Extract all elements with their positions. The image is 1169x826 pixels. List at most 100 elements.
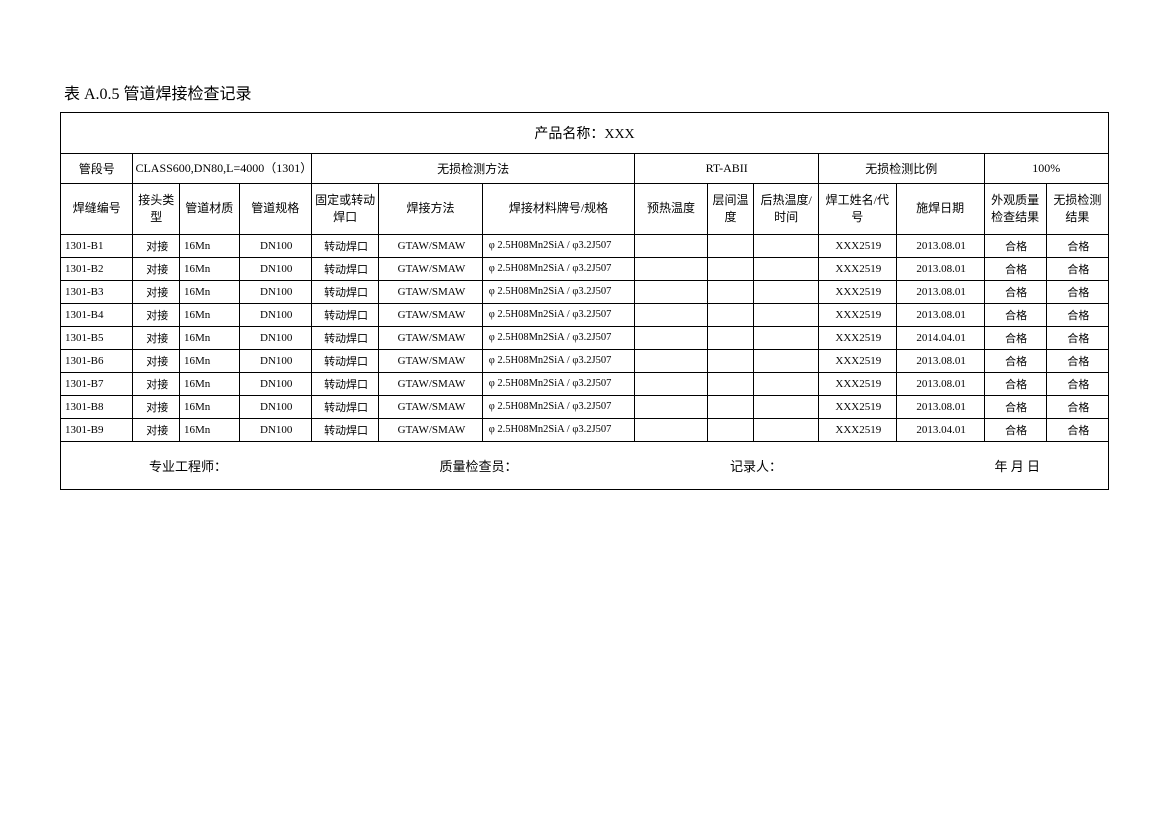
cell-mat: 16Mn [180,395,240,418]
hdr-ndt-method-label: 无损检测方法 [311,154,634,184]
table-row: 1301-B8对接16MnDN100转动焊口GTAW/SMAWφ 2.5H08M… [61,395,1109,418]
cell-method: GTAW/SMAW [379,280,482,303]
cell-method: GTAW/SMAW [379,372,482,395]
cell-mat: 16Mn [180,257,240,280]
footer-date: 年 月 日 [994,456,1040,475]
cell-post [754,326,819,349]
cell-spec: DN100 [239,303,311,326]
col-weld-mat-spec: 焊接材料牌号/规格 [482,184,635,235]
cell-welder: XXX2519 [819,349,897,372]
cell-spec: DN100 [239,395,311,418]
header2-row: 焊缝编号 接头类型 管道材质 管道规格 固定或转动焊口 焊接方法 焊接材料牌号/… [61,184,1109,235]
hdr-ndt-method-value: RT-ABII [635,154,819,184]
hdr-ndt-ratio-value: 100% [984,154,1108,184]
cell-weld-no: 1301-B5 [61,326,133,349]
footer-inspector: 质量检查员： [439,456,517,475]
cell-method: GTAW/SMAW [379,234,482,257]
cell-weld-no: 1301-B6 [61,349,133,372]
cell-vis: 合格 [984,372,1046,395]
cell-method: GTAW/SMAW [379,349,482,372]
col-pipe-mat: 管道材质 [180,184,240,235]
cell-res: 合格 [1046,418,1108,441]
cell-preheat [635,234,707,257]
cell-preheat [635,303,707,326]
col-fix-or-turn: 固定或转动焊口 [311,184,378,235]
cell-joint: 对接 [133,280,180,303]
cell-date: 2014.04.01 [896,326,984,349]
cell-post [754,395,819,418]
cell-inter [707,257,754,280]
cell-joint: 对接 [133,372,180,395]
cell-mat: 16Mn [180,349,240,372]
col-interpass: 层间温度 [707,184,754,235]
cell-welder: XXX2519 [819,395,897,418]
cell-res: 合格 [1046,234,1108,257]
table-row: 1301-B1对接16MnDN100转动焊口GTAW/SMAWφ 2.5H08M… [61,234,1109,257]
cell-preheat [635,395,707,418]
cell-joint: 对接 [133,349,180,372]
cell-res: 合格 [1046,280,1108,303]
cell-post [754,257,819,280]
cell-inter [707,418,754,441]
cell-welder: XXX2519 [819,280,897,303]
cell-spec: DN100 [239,280,311,303]
cell-inter [707,326,754,349]
cell-vis: 合格 [984,234,1046,257]
cell-fix: 转动焊口 [311,372,378,395]
footer-recorder: 记录人： [730,456,782,475]
cell-vis: 合格 [984,303,1046,326]
cell-post [754,280,819,303]
cell-preheat [635,349,707,372]
product-name-cell: 产品名称：XXX [61,113,1109,154]
cell-matspec: φ 2.5H08Mn2SiA / φ3.2J507 [482,418,635,441]
cell-fix: 转动焊口 [311,326,378,349]
cell-preheat [635,326,707,349]
col-weld-date: 施焊日期 [896,184,984,235]
cell-preheat [635,372,707,395]
product-row: 产品名称：XXX [61,113,1109,154]
cell-date: 2013.04.01 [896,418,984,441]
cell-inter [707,303,754,326]
cell-res: 合格 [1046,257,1108,280]
cell-spec: DN100 [239,326,311,349]
header1-row: 管段号 CLASS600,DN80,L=4000（1301） 无损检测方法 RT… [61,154,1109,184]
cell-fix: 转动焊口 [311,349,378,372]
col-ndt-result: 无损检测结果 [1046,184,1108,235]
cell-inter [707,349,754,372]
cell-matspec: φ 2.5H08Mn2SiA / φ3.2J507 [482,234,635,257]
col-joint-type: 接头类型 [133,184,180,235]
cell-joint: 对接 [133,257,180,280]
cell-date: 2013.08.01 [896,303,984,326]
cell-fix: 转动焊口 [311,257,378,280]
cell-res: 合格 [1046,372,1108,395]
cell-weld-no: 1301-B9 [61,418,133,441]
hdr-segment-value: CLASS600,DN80,L=4000（1301） [133,154,312,184]
cell-method: GTAW/SMAW [379,418,482,441]
cell-vis: 合格 [984,418,1046,441]
footer-row: 专业工程师：质量检查员：记录人：年 月 日 [61,441,1109,489]
cell-welder: XXX2519 [819,372,897,395]
cell-post [754,349,819,372]
cell-method: GTAW/SMAW [379,303,482,326]
cell-inter [707,372,754,395]
cell-fix: 转动焊口 [311,395,378,418]
cell-welder: XXX2519 [819,326,897,349]
cell-date: 2013.08.01 [896,372,984,395]
cell-vis: 合格 [984,257,1046,280]
cell-date: 2013.08.01 [896,280,984,303]
hdr-segment-label: 管段号 [61,154,133,184]
cell-mat: 16Mn [180,303,240,326]
cell-joint: 对接 [133,234,180,257]
page-title: 表 A.0.5 管道焊接检查记录 [60,80,1109,104]
cell-welder: XXX2519 [819,234,897,257]
cell-res: 合格 [1046,349,1108,372]
cell-preheat [635,257,707,280]
cell-post [754,418,819,441]
cell-joint: 对接 [133,303,180,326]
col-pipe-spec: 管道规格 [239,184,311,235]
cell-joint: 对接 [133,395,180,418]
cell-spec: DN100 [239,349,311,372]
cell-date: 2013.08.01 [896,395,984,418]
cell-joint: 对接 [133,418,180,441]
cell-post [754,303,819,326]
